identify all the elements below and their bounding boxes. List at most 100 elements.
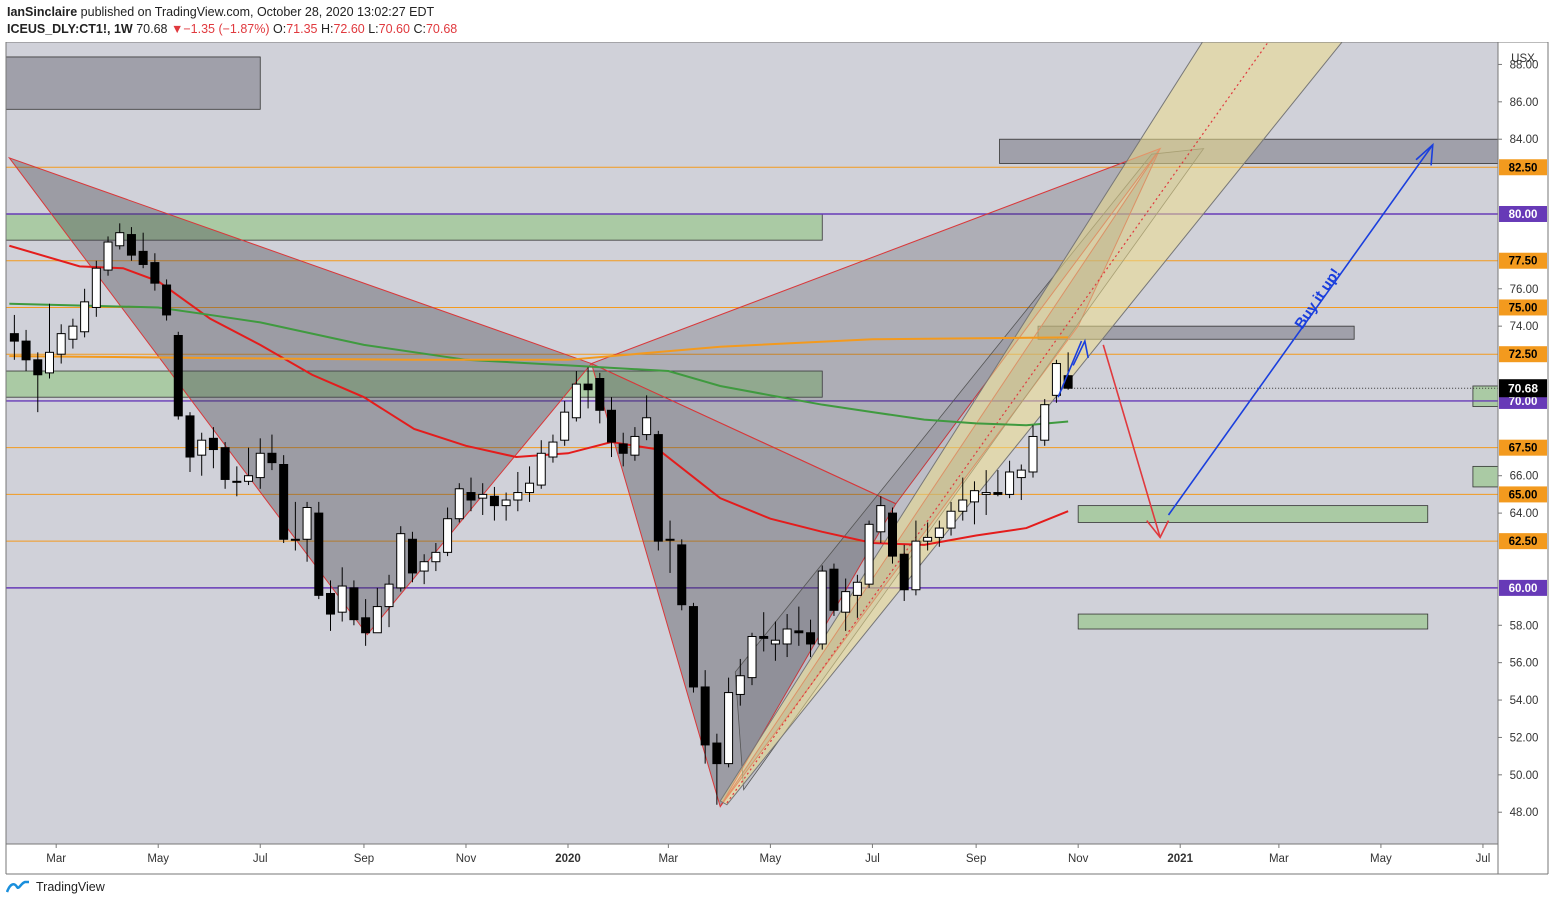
y-tick-label: 64.00 — [1510, 508, 1539, 520]
y-tick-label: 48.00 — [1510, 807, 1539, 819]
candle-body — [126, 234, 136, 256]
candle-body — [431, 551, 441, 563]
candle-body — [981, 492, 991, 495]
candle-body — [361, 617, 371, 634]
candle-body — [197, 439, 207, 456]
x-tick-label: 2021 — [1167, 853, 1193, 865]
candle-body — [103, 241, 113, 271]
high-value: 72.60 — [333, 22, 365, 36]
candle-body — [677, 544, 687, 606]
level-label-bg — [1499, 299, 1547, 316]
blue-up-arrow-head — [1415, 142, 1434, 166]
candle-body — [80, 301, 90, 333]
candle-body — [1016, 469, 1026, 479]
close-value: 70.68 — [425, 22, 458, 36]
candle-body — [735, 675, 745, 695]
candle-body — [1063, 375, 1073, 389]
x-tick-label: May — [1370, 853, 1392, 865]
candle-body — [665, 538, 675, 541]
candle-body — [571, 383, 581, 419]
change-value: −1.35 (−1.87%) — [183, 22, 270, 36]
level-label: 80.00 — [1509, 209, 1538, 221]
candle-body — [337, 585, 347, 613]
candle-body — [56, 333, 66, 355]
x-tick-label: Mar — [658, 853, 678, 865]
level-label-bg — [1499, 346, 1547, 363]
y-tick-label: 54.00 — [1510, 695, 1539, 707]
level-label: 67.50 — [1509, 443, 1538, 455]
candle-body — [68, 325, 78, 340]
level-label-bg — [1499, 533, 1547, 550]
candle-body — [396, 533, 406, 589]
parallel-channel — [719, 42, 1343, 806]
published-text: published on TradingView.com, October 28… — [80, 5, 435, 19]
publish-line: IanSinclaire published on TradingView.co… — [7, 5, 434, 19]
last-price-tag — [1499, 379, 1547, 398]
candle-body — [21, 340, 31, 361]
short-blue-arrow-head — [1072, 338, 1089, 366]
level-label: 72.50 — [1509, 349, 1538, 361]
candle-body — [794, 630, 804, 634]
y-tick-label: 50.00 — [1510, 770, 1539, 782]
tradingview-logo-icon[interactable] — [6, 880, 30, 894]
candle-body — [560, 411, 570, 441]
candle-body — [969, 490, 979, 503]
candle-body — [548, 441, 558, 458]
candle-body — [712, 742, 722, 765]
moving-average-line — [9, 302, 1069, 427]
x-tick-label: Jul — [253, 853, 268, 865]
x-tick-label: Jul — [1476, 853, 1491, 865]
x-tick-label: May — [147, 853, 169, 865]
candle-body — [407, 538, 417, 574]
y-tick-label: 56.00 — [1510, 658, 1539, 670]
price-chart[interactable]: Buy it up! 82.5080.0077.5075.0072.5070.0… — [0, 42, 1553, 876]
blue-up-arrow — [1167, 144, 1434, 516]
candle-body — [325, 592, 335, 615]
footer-brand[interactable]: TradingView — [36, 880, 105, 894]
x-tick-label: Sep — [354, 853, 374, 865]
candle-body — [115, 232, 125, 247]
high-label: H: — [320, 22, 334, 36]
y-tick-label: 74.00 — [1510, 321, 1539, 333]
level-label-bg — [1499, 159, 1547, 176]
close-label: C: — [413, 22, 426, 36]
candle-body — [958, 499, 968, 512]
symbol-label[interactable]: ICEUS_DLY:CT1!, 1W — [7, 22, 133, 36]
level-label-bg — [1499, 486, 1547, 503]
candle-body — [841, 591, 851, 613]
candle-body — [255, 452, 265, 479]
candle-body — [44, 351, 54, 374]
candle-body — [630, 435, 640, 456]
candle-body — [489, 495, 499, 507]
x-tick-label: Mar — [1269, 853, 1289, 865]
down-arrow-icon: ▼ — [170, 22, 184, 36]
candle-body — [1005, 471, 1015, 495]
candle-body — [724, 692, 734, 765]
level-label-bg — [1499, 205, 1547, 222]
candle-body — [244, 475, 254, 482]
y-tick-label: 84.00 — [1510, 134, 1539, 146]
candle-body — [770, 639, 780, 645]
x-tick-label: Nov — [1068, 853, 1089, 865]
candle-body — [864, 523, 874, 585]
candle-body — [9, 333, 19, 342]
author-name[interactable]: IanSinclaire — [7, 5, 78, 19]
open-value: 71.35 — [286, 22, 318, 36]
candle-body — [1040, 404, 1050, 441]
ohlc-line: ICEUS_DLY:CT1!, 1W 70.68 ▼−1.35 (−1.87%)… — [7, 22, 457, 36]
candle-body — [162, 284, 172, 316]
candle-body — [232, 480, 242, 483]
level-label: 82.50 — [1509, 162, 1538, 174]
candle-body — [501, 499, 511, 507]
candle-body — [419, 561, 429, 572]
candle-body — [33, 359, 43, 376]
x-tick-label: May — [760, 853, 782, 865]
candle-body — [372, 606, 382, 634]
y-tick-label: 88.00 — [1510, 59, 1539, 71]
resistance-zone-top — [5, 56, 261, 110]
candle-body — [384, 583, 394, 608]
currency-label: USX — [1511, 53, 1535, 65]
level-label: 62.50 — [1509, 536, 1538, 548]
candle-body — [595, 378, 605, 411]
candle-body — [817, 570, 827, 645]
